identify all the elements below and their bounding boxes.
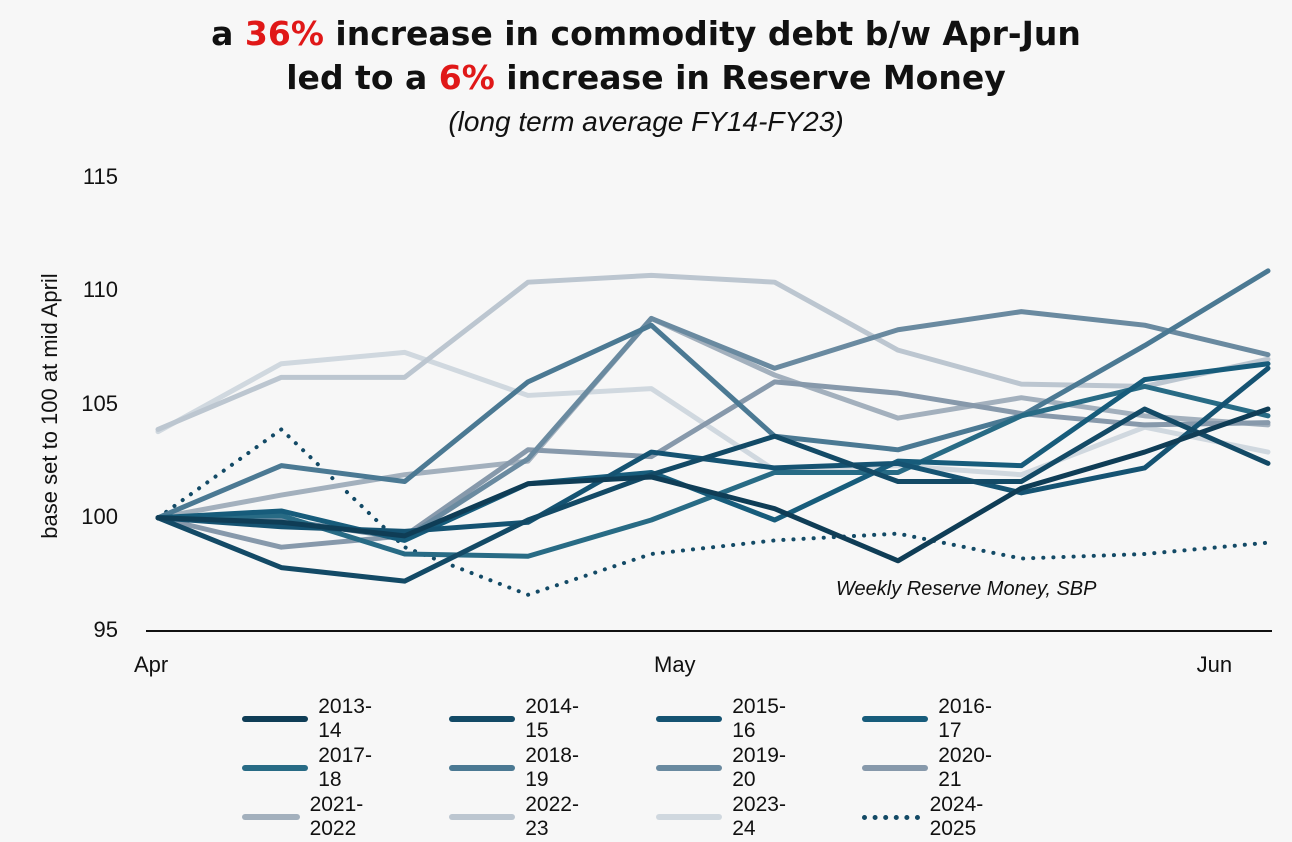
legend-item: 2019-20 [656,744,798,791]
y-tick-label: 100 [81,503,118,529]
legend-swatch [242,765,309,771]
legend-label: 2021-2022 [309,793,364,840]
legend-label: 2018-19 [525,744,579,791]
legend-swatch [449,814,516,820]
legend-swatch [449,765,516,771]
legend-item: 2017-18 [242,744,384,791]
title-highlight-6: 6% [438,58,495,97]
legend-label: 2024-2025 [929,793,984,840]
legend-label: 2020-21 [938,744,992,791]
legend-label: 2019-20 [732,744,786,791]
legend-label: 2023-24 [732,793,786,840]
source-annotation: Weekly Reserve Money, SBP [836,578,1097,600]
legend-swatch [862,716,929,722]
legend-swatch [862,814,920,820]
series-line-2020-21 [155,379,1271,550]
legend-item: 2021-2022 [242,793,384,840]
legend-swatch [862,765,929,771]
legend-item: 2014-15 [449,695,591,742]
x-tick-label: May [654,652,696,677]
legend-label: 2016-17 [938,695,992,742]
legend-swatch [656,765,723,771]
y-tick-label: 110 [82,277,118,303]
series-line-2023-24 [155,349,1271,478]
legend-item: 2024-2025 [862,793,1004,840]
series-line-2022-23 [155,272,1271,432]
legend-label: 2015-16 [732,695,786,742]
chart-title-line-1: a 36% increase in commodity debt b/w Apr… [211,14,1081,53]
x-tick-label: Apr [134,652,169,677]
legend-swatch [449,716,516,722]
title-highlight-36: 36% [244,14,324,53]
chart-title-line-2: led to a 6% increase in Reserve Money [286,58,1006,97]
legend-label: 2017-18 [318,744,372,791]
series-line-2021-2022 [155,315,1271,521]
legend-item: 2016-17 [862,695,1004,742]
legend-label: 2013-14 [318,695,372,742]
legend-label: 2022-23 [525,793,579,840]
series-line-2015-16 [155,365,1271,534]
legend-item: 2020-21 [862,744,1004,791]
series-line-2016-17 [155,361,1271,543]
y-tick-label: 115 [82,164,118,189]
x-tick-label: Jun [1196,652,1233,677]
legend-swatch [242,716,309,722]
legend-item: 2013-14 [242,695,384,742]
series-line-2013-14 [155,406,1271,564]
legend-label: 2014-15 [525,695,579,742]
series-line-2019-20 [155,309,1271,541]
legend-item: 2022-23 [449,793,591,840]
legend-item: 2015-16 [656,695,798,742]
legend-item: 2023-24 [656,793,798,840]
chart-subtitle: (long term average FY14-FY23) [448,106,844,137]
y-tick-label: 95 [93,617,118,642]
y-tick-label: 105 [81,390,118,416]
legend-item: 2018-19 [449,744,591,791]
legend-swatch [242,814,300,820]
series-line-2024-2025 [156,427,1270,597]
legend-swatch [656,814,723,820]
legend-swatch [656,716,723,722]
series-line-2014-15 [155,406,1271,584]
series-line-2018-19 [155,268,1271,521]
